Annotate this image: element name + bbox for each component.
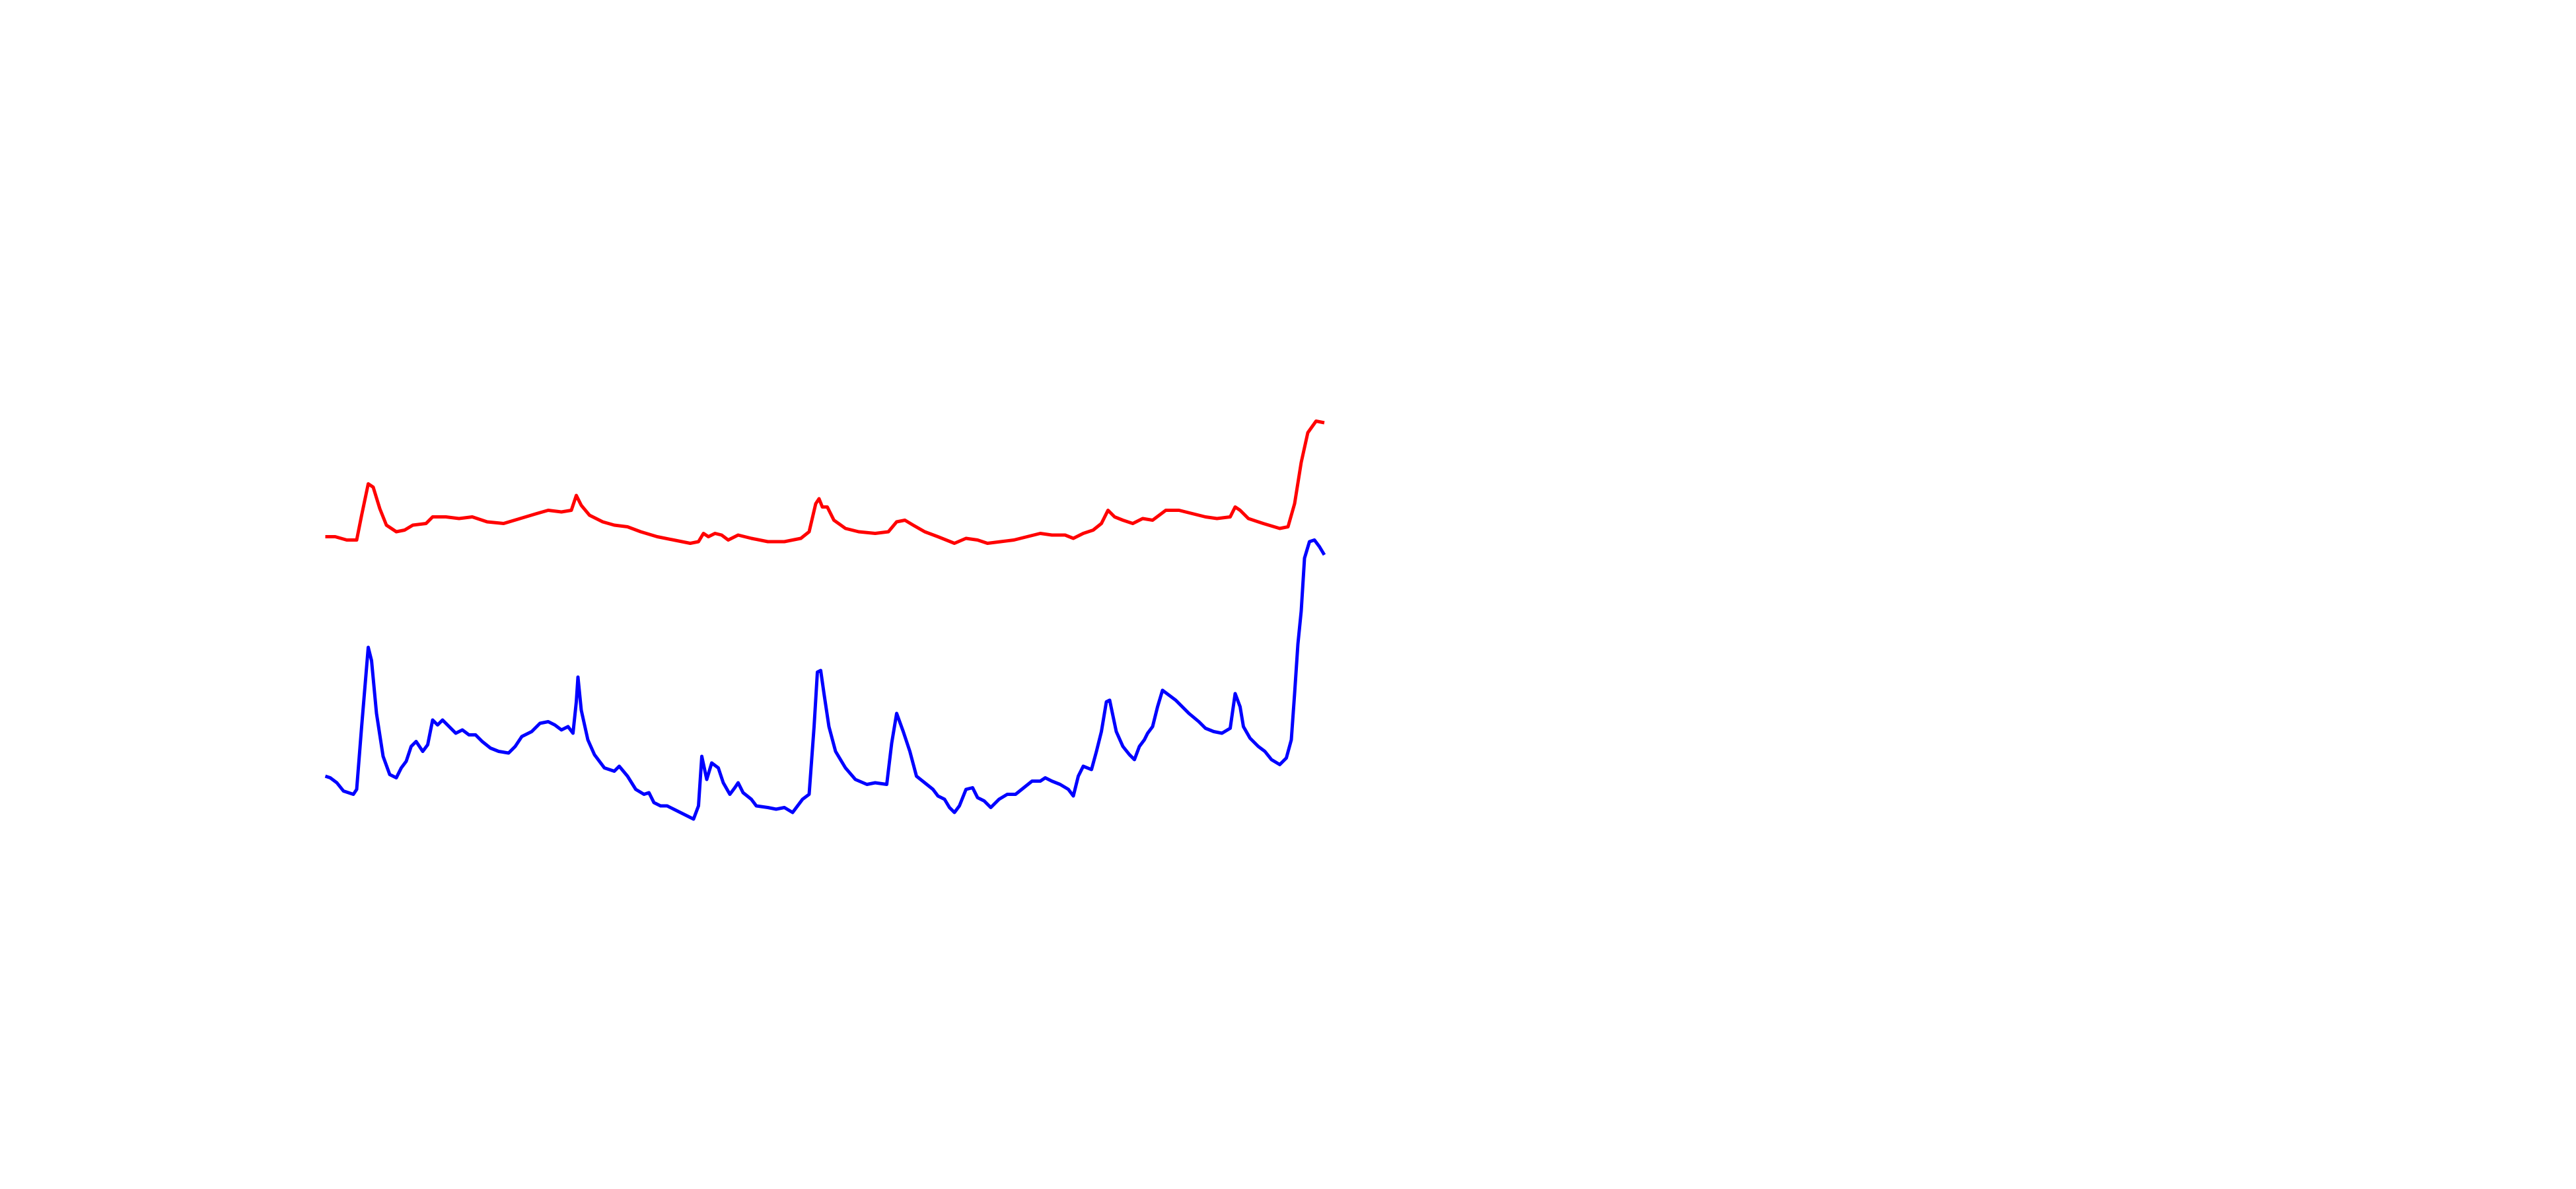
data-line: [324, 538, 1326, 821]
data-line: [325, 419, 1325, 545]
